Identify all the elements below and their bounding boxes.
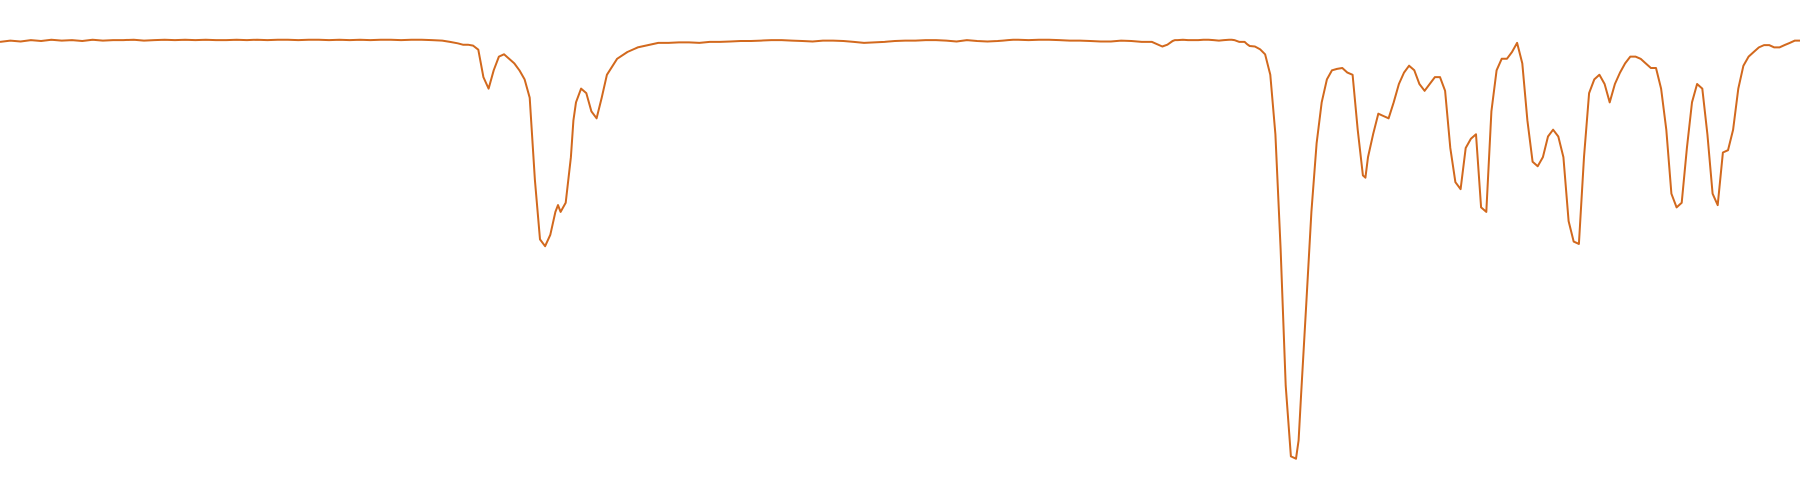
series-layer — [0, 38, 1800, 460]
spectrum-line-0 — [0, 38, 1800, 460]
